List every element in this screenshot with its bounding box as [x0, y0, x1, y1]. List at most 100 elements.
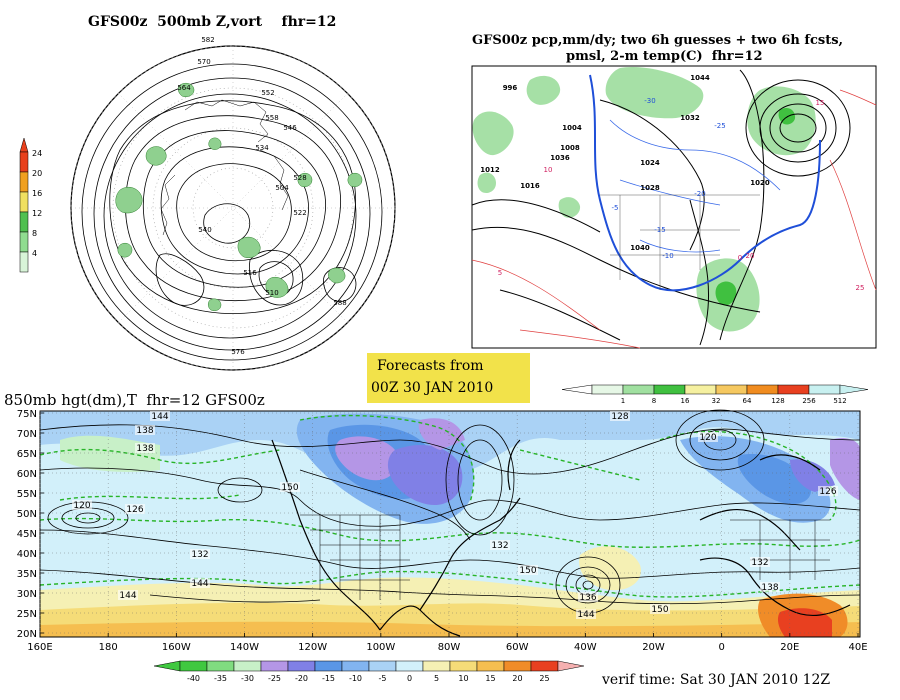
height-label-bg	[698, 432, 718, 442]
precip-colorbar-swatch	[808, 384, 841, 395]
height-label-bg	[135, 443, 155, 453]
lon-label: 60W	[506, 642, 529, 653]
height-label: 150	[519, 566, 536, 576]
lon-label: 120W	[298, 642, 327, 653]
lon-label: 80W	[438, 642, 461, 653]
height-label-bg	[135, 425, 155, 435]
temp-label: -10	[662, 252, 673, 260]
lat-label: 35N	[17, 569, 37, 580]
pressure-label: 1024	[640, 159, 660, 167]
polar-colorbar-swatch	[19, 151, 29, 173]
pressure-label: 1016	[520, 182, 540, 190]
temp-colorbar-label: 0	[407, 674, 412, 683]
lon-label: 160W	[162, 642, 191, 653]
map850-height-labels: 144 138 120 126 132 150 128 138 144 132 136 144 150 1…	[72, 411, 838, 620]
polar-contour-label: 510	[265, 289, 278, 297]
lon-label: 100W	[366, 642, 395, 653]
height-label: 150	[281, 483, 298, 493]
height-label: 144	[577, 610, 594, 620]
lat-label: 45N	[17, 529, 37, 540]
temp-colorbar-label: -25	[268, 674, 281, 683]
pressure-label: 1008	[560, 144, 580, 152]
lat-label: 25N	[17, 609, 37, 620]
temp-colorbar-swatch	[314, 660, 343, 672]
precip-colorbar-swatch	[653, 384, 686, 395]
verif-time: verif time: Sat 30 JAN 2010 12Z	[602, 672, 831, 688]
temp-colorbar-swatch	[233, 660, 262, 672]
precip-colorbar-label: 512	[833, 397, 846, 405]
temp-label: 15	[816, 99, 825, 107]
precip-colorbar-left-arrow	[561, 384, 593, 395]
height-label: 132	[491, 541, 508, 551]
polar-colorbar-swatch	[19, 231, 29, 253]
polar-contour-label: 528	[293, 174, 306, 182]
height-label-bg	[650, 604, 670, 614]
forecast-box-line1: Forecasts from	[377, 358, 484, 374]
precip-colorbar-swatch	[622, 384, 655, 395]
precip-colorbar-swatch	[746, 384, 779, 395]
height-label: 144	[151, 412, 168, 422]
temp-label: -25	[714, 122, 725, 130]
temp-colorbar-label: -40	[187, 674, 200, 683]
precip-panel-title-line2: pmsl, 2-m temp(C) fhr=12	[566, 49, 763, 64]
temp-colorbar-label: 25	[539, 674, 549, 683]
temp-colorbar-label: 10	[458, 674, 468, 683]
temp-label: -15	[654, 226, 665, 234]
precip-map	[471, 65, 877, 349]
precip-colorbar-label: 128	[771, 397, 784, 405]
temp-label: 20	[746, 252, 755, 260]
polar-colorbar-swatch	[19, 251, 29, 273]
height-label: 138	[761, 583, 778, 593]
lon-label: 0	[718, 642, 724, 653]
polar-contour-label: 564	[177, 84, 191, 92]
polar-contour-label: 558	[265, 114, 278, 122]
height-label-bg	[72, 500, 92, 510]
lat-label: 30N	[17, 589, 37, 600]
pressure-label: 1004	[562, 124, 582, 132]
temp-colorbar-label: 20	[512, 674, 522, 683]
temp-colorbar-swatch	[341, 660, 370, 672]
temp-colorbar-swatch	[503, 660, 532, 672]
polar-colorbar-swatch	[19, 191, 29, 213]
height-label-bg	[280, 482, 300, 492]
polar-contour-label: 576	[231, 348, 245, 356]
height-label: 138	[136, 444, 153, 454]
polar-contour-label: 522	[293, 209, 306, 217]
height-label-bg	[610, 411, 630, 421]
height-label-bg	[190, 549, 210, 559]
temp-colorbar-swatch	[449, 660, 478, 672]
lat-label: 55N	[17, 489, 37, 500]
precip-colorbar-label: 8	[652, 397, 656, 405]
temp-colorbar-label: 15	[485, 674, 495, 683]
forecast-box-line2: 00Z 30 JAN 2010	[371, 380, 494, 396]
height-label: 138	[136, 426, 153, 436]
height-label-bg	[118, 590, 138, 600]
temp-colorbar-label: -10	[349, 674, 362, 683]
height-label-bg	[760, 582, 780, 592]
temp-colorbar-swatch	[287, 660, 316, 672]
polar-contour-label: 534	[255, 144, 269, 152]
pressure-label: 1040	[630, 244, 650, 252]
polar-contour-labels: 582 570 564 552 558 546 534 528 540 510 516 504 522 5…	[177, 36, 346, 356]
polar-colorbar-label: 24	[32, 149, 42, 158]
height-label: 132	[191, 550, 208, 560]
pressure-label: 1028	[640, 184, 660, 192]
pressure-label: 1012	[480, 166, 500, 174]
temp-label: 10	[544, 166, 553, 174]
height-label-bg	[150, 411, 170, 421]
lon-label: 40W	[574, 642, 597, 653]
temp-colorbar-swatch	[179, 660, 208, 672]
temp-label: 25	[856, 284, 865, 292]
polar-contour-label: 540	[198, 226, 211, 234]
temp-colorbar-left-arrow	[153, 660, 181, 672]
temp-label: 0	[738, 254, 742, 262]
polar-colorbar-arrow	[19, 137, 29, 153]
polar-contour-label: 588	[333, 299, 346, 307]
precip-colorbar-swatch	[715, 384, 748, 395]
height-label: 136	[579, 593, 596, 603]
temp-colorbar-label: -35	[214, 674, 227, 683]
precip-colorbar-swatch	[777, 384, 810, 395]
height-label: 144	[119, 591, 136, 601]
